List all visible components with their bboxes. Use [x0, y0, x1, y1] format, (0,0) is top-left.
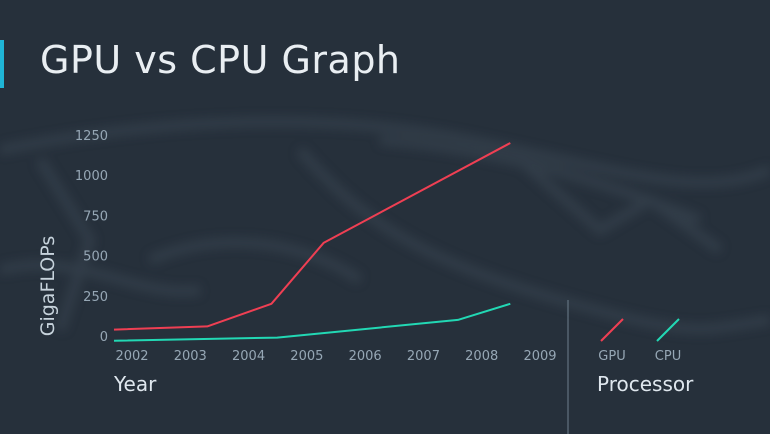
x-tick-label: 2007	[407, 349, 440, 364]
legend-label-gpu: GPU	[598, 349, 625, 364]
x-tick-label: 2006	[349, 349, 382, 364]
series-line-cpu	[113, 302, 511, 342]
title-accent-bar	[0, 40, 4, 88]
x-tick-label: 2002	[115, 349, 148, 364]
y-tick-label: 1000	[75, 169, 108, 184]
y-tick-label: 0	[100, 330, 108, 345]
series-line-gpu	[113, 142, 511, 331]
legend-swatch-gpu	[600, 318, 624, 342]
x-tick-label: 2004	[232, 349, 265, 364]
y-tick-label: 750	[83, 209, 108, 224]
y-tick-group: 0 250 500 750 1000 1250	[75, 129, 108, 345]
x-axis-label: Year	[114, 372, 157, 396]
chart-title: GPU vs CPU Graph	[40, 38, 401, 82]
legend-label-cpu: CPU	[655, 349, 681, 364]
x-tick-label: 2009	[523, 349, 556, 364]
y-tick-label: 1250	[75, 129, 108, 144]
x-tick-label: 2008	[465, 349, 498, 364]
x-tick-label: 2003	[174, 349, 207, 364]
x-tick-label: 2005	[290, 349, 323, 364]
y-tick-label: 500	[83, 250, 108, 265]
legend: GPU CPU	[598, 318, 681, 364]
y-tick-label: 250	[83, 290, 108, 305]
series-group	[113, 142, 511, 342]
legend-swatch-cpu	[656, 318, 680, 342]
x-tick-group: 2002 2003 2004 2005 2006 2007 2008 2009	[115, 349, 556, 364]
legend-title: Processor	[597, 372, 694, 396]
